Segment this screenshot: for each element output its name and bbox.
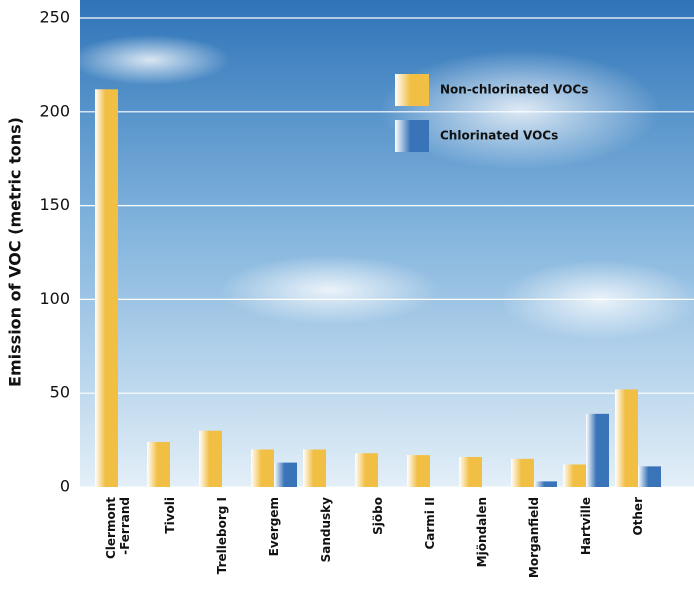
y-tick-label: 200 [39,101,70,120]
y-tick-label: 50 [50,383,70,402]
bar [534,481,557,487]
x-tick-label: Evergem [267,497,281,556]
bar [303,449,326,487]
legend-label: Chlorinated VOCs [440,129,558,143]
y-tick-label: 150 [39,195,70,214]
bar [355,453,378,487]
x-tick-label: Trelleborg I [215,497,229,574]
bar [251,449,274,487]
x-tick-label: Morganfield [527,497,541,578]
bar [459,456,482,487]
bar [511,458,534,487]
bar [615,389,638,487]
y-axis-label: Emission of VOC (metric tons) [6,117,25,387]
bar [147,441,170,487]
legend-swatch [395,74,429,106]
x-tick-label: Other [631,497,645,536]
bar [199,430,222,487]
x-tick-label: Carmi II [423,497,437,550]
x-tick-label: Sandusky [319,497,333,563]
y-tick-label: 250 [39,8,70,27]
x-tick-label: Tivoli [163,497,177,534]
bar [407,455,430,487]
bar [638,466,661,487]
cloud [70,35,230,85]
bar [274,462,297,487]
y-tick-label: 100 [39,289,70,308]
x-tick-label: Sjöbo [371,497,385,535]
x-tick-label: Clermont-Ferrand [104,497,132,559]
y-tick-label: 0 [60,477,70,496]
x-tick-label: Mjöndalen [475,497,489,567]
legend-swatch [395,120,429,152]
bar [95,89,118,488]
x-tick-label: Hartville [579,497,593,555]
bar [586,413,609,487]
bar [563,464,586,487]
cloud [220,255,440,325]
legend-label: Non-chlorinated VOCs [440,83,588,97]
cloud [380,50,660,170]
